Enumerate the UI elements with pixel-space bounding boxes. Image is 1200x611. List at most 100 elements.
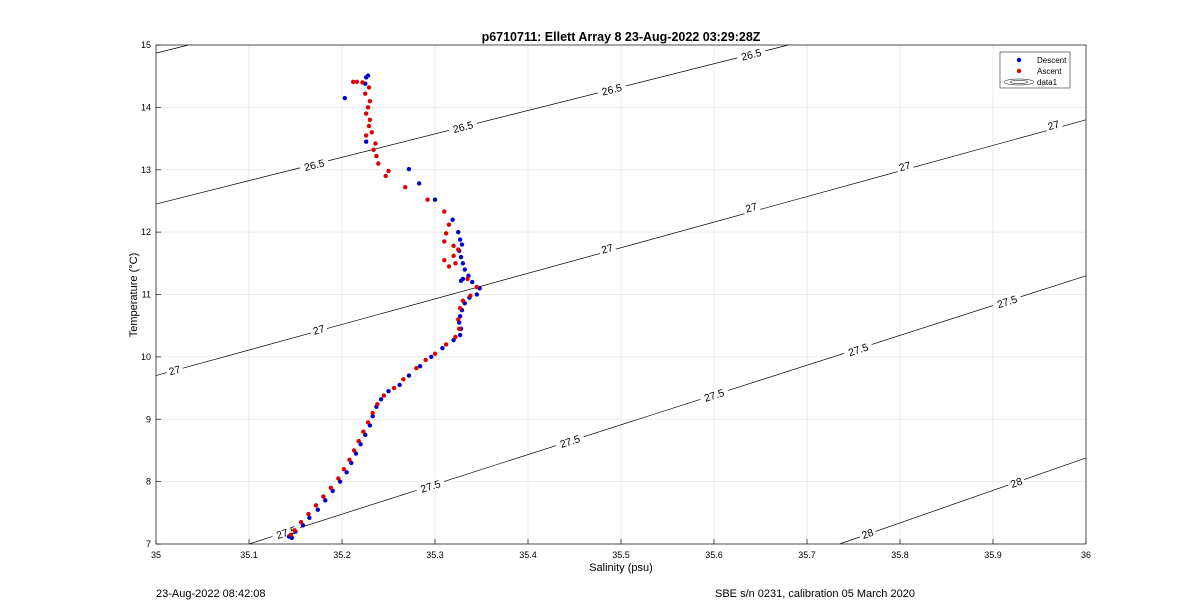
contour-label-bg (895, 158, 915, 174)
descent-point (386, 388, 391, 394)
x-tick-label: 35.8 (891, 550, 909, 560)
ascent-point (451, 243, 456, 249)
x-tick-label: 35.7 (798, 550, 816, 560)
ascent-point (451, 253, 456, 259)
contour-label-group: 26.5 (298, 155, 330, 175)
descent-point (397, 382, 402, 388)
descent-point (406, 373, 412, 378)
ascent-point (403, 185, 408, 190)
descent-point (417, 364, 423, 369)
descent-point (370, 413, 375, 419)
ascent-point (446, 222, 452, 227)
ascent-point (443, 231, 449, 236)
ascent-point (374, 153, 379, 159)
x-axis-label: Salinity (psu) (589, 562, 653, 574)
ascent-point (383, 173, 388, 179)
contour-label: 27.5 (996, 293, 1019, 311)
contour-label: 26.5 (740, 47, 763, 64)
contour-label-group: 28 (857, 525, 878, 542)
ascent-point (443, 342, 449, 347)
ascent-point (350, 79, 356, 85)
contour-label-bg (842, 339, 874, 360)
descent-point (460, 261, 466, 266)
ascent-point (347, 457, 352, 462)
descent-point (458, 278, 464, 283)
descent-point (470, 279, 475, 285)
ascent-point (292, 528, 297, 533)
descent-point (363, 139, 369, 144)
contour-label-bg (698, 384, 730, 406)
ascent-point (341, 466, 347, 472)
footer-timestamp: 23-Aug-2022 08:42:08 (156, 588, 266, 600)
ascent-point (465, 276, 470, 282)
contour-label: 26.5 (452, 119, 475, 136)
descent-point (315, 507, 321, 512)
ascent-point (306, 511, 311, 517)
contour-label-bg (597, 240, 617, 257)
contour-label-group: 26.5 (596, 79, 628, 99)
descent-point (457, 237, 463, 242)
axis-ticks: 35 35.1 35.2 35.3 35.4 35.5 35.6 35.7 35.8 35.9 36… (141, 40, 1091, 560)
density-contours: 26.5 26.5 26.5 26.5 27 27 27 27 27 27 27.5 27.5 27.5… (155, 44, 1087, 545)
ascent-point (446, 264, 452, 269)
descent-point (458, 254, 464, 260)
contour-label-bg (414, 475, 446, 497)
ascent-point (369, 130, 374, 135)
y-tick-label: 9 (146, 414, 151, 424)
contour-label-bg (270, 522, 302, 543)
descent-point (344, 470, 349, 475)
x-tick-label: 35.3 (426, 550, 444, 560)
contour-label-group: 27 (309, 321, 329, 338)
ascent-point (386, 168, 391, 174)
contour-label-group: 28 (1006, 473, 1026, 491)
ascent-point (298, 519, 304, 525)
ascent-point (432, 351, 438, 356)
contour-label-group: 26.5 (735, 45, 767, 64)
ascent-point (363, 133, 369, 138)
contour-label: 27 (312, 323, 327, 338)
legend: Descent Ascent data1 (999, 51, 1071, 89)
legend-descent-marker (1016, 57, 1022, 63)
descent-point (432, 197, 438, 202)
ascent-point (456, 247, 461, 252)
ascent-point (468, 293, 473, 298)
contour-label-bg (991, 291, 1023, 312)
contour-label: 28 (1009, 476, 1024, 491)
footer-calibration: SBE s/n 0231, calibration 05 March 2020 (715, 588, 915, 600)
contour-label-bg (857, 525, 878, 542)
ascent-point (401, 377, 406, 382)
ascent-point (367, 117, 373, 123)
descent-point (440, 345, 445, 351)
ascent-point (442, 209, 447, 214)
contour-label-group: 26.5 (447, 117, 479, 137)
descent-point (457, 332, 463, 338)
contour-label-bg (165, 362, 185, 378)
contour-line-28 (839, 457, 1087, 545)
ascent-point (365, 105, 371, 110)
ascent-point (354, 79, 360, 85)
contour-label-bg (554, 430, 586, 452)
contour-label: 28 (860, 527, 875, 542)
descent-point (307, 515, 312, 521)
contour-label: 27 (744, 201, 759, 216)
legend-contour-icon-inner (1009, 80, 1029, 84)
ascent-point (425, 197, 430, 202)
contour-label: 27 (168, 364, 183, 379)
x-tick-label: 35.4 (519, 550, 537, 560)
ascent-point (361, 429, 366, 434)
ascent-point (363, 91, 368, 96)
y-tick-label: 10 (141, 352, 151, 362)
contour-label-group: 27 (895, 158, 915, 174)
contour-line-27.5 (248, 275, 1087, 545)
contour-label-bg (735, 45, 767, 64)
ascent-point (370, 410, 375, 416)
contour-label: 27 (1046, 118, 1061, 133)
contour-line-26.5 (155, 44, 189, 54)
descent-point (363, 75, 369, 80)
ascent-point (288, 532, 294, 537)
ascent-point (371, 147, 376, 152)
descent-point (378, 397, 384, 402)
contour-label-bg (1043, 116, 1063, 133)
contour-line-27 (155, 119, 1087, 376)
contour-label-group: 27 (597, 240, 617, 257)
